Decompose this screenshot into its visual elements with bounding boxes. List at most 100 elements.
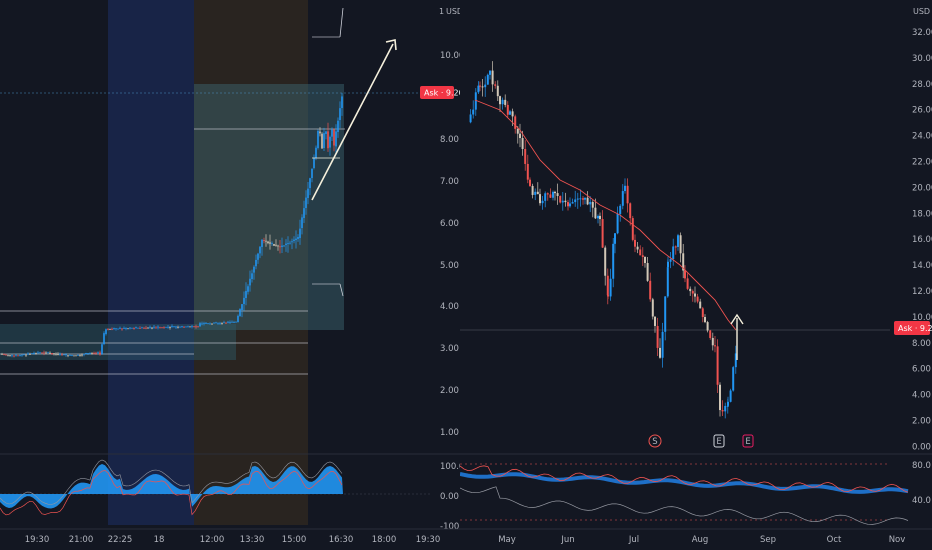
left-candle-body — [175, 326, 177, 328]
left-candle-body — [239, 309, 241, 316]
left-chart-canvas[interactable]: 10.008.007.006.005.004.003.002.001.00Ask… — [0, 0, 460, 550]
left-candle-body — [213, 322, 215, 324]
right-price-tick: 14.00 — [912, 261, 932, 271]
right-candle-body — [516, 128, 519, 134]
right-candle-body — [612, 243, 615, 279]
right-time-tick: May — [498, 535, 516, 545]
right-candle-body — [659, 347, 661, 358]
left-candle-body — [329, 136, 331, 148]
right-candle-body — [564, 200, 567, 203]
left-candle-body — [95, 352, 97, 354]
left-candle-body — [77, 354, 79, 356]
left-candle-body — [15, 354, 17, 356]
right-candle-body — [529, 179, 531, 186]
left-currency-label: USD — [446, 7, 464, 16]
right-candle-body — [721, 410, 724, 412]
left-candle-body — [47, 352, 49, 354]
right-candle-body — [644, 256, 646, 264]
right-candle-body — [674, 246, 677, 248]
left-candle-body — [127, 328, 129, 330]
left-candle-body — [289, 242, 291, 244]
right-candle-body — [691, 291, 694, 294]
right-candle-body — [626, 185, 629, 204]
right-chart-pane[interactable]: 32.00 30.00 28.00 26.00 24.00 22.00 20.00 18.00… — [460, 0, 932, 550]
right-candle-body — [567, 202, 569, 207]
left-price-tick: 4.00 — [440, 302, 459, 312]
right-candle-body — [661, 331, 664, 358]
right-candle-body — [499, 96, 501, 105]
right-projection-arrow-head — [730, 313, 744, 325]
left-candle-body — [49, 352, 51, 354]
left-time-tick: 19:30 — [416, 535, 441, 545]
left-price-scale-top: 1 — [439, 7, 445, 16]
right-chart-canvas[interactable]: 32.00 30.00 28.00 26.00 24.00 22.00 20.00 18.00… — [460, 0, 932, 550]
left-candle-body — [281, 245, 283, 247]
left-candle-body — [229, 321, 231, 323]
left-candle-body — [173, 326, 175, 328]
left-candle-body — [11, 354, 13, 356]
right-candle-body — [474, 92, 477, 110]
left-candle-body — [27, 353, 29, 355]
right-price-tick: 20.00 — [912, 183, 932, 193]
right-ask-badge — [894, 321, 930, 335]
left-candle-body — [187, 326, 189, 328]
left-candle-body — [109, 328, 111, 330]
left-candle-body — [55, 353, 57, 355]
right-candle-body — [519, 133, 521, 139]
left-candle-body — [331, 129, 333, 137]
right-candle-body — [506, 104, 509, 115]
right-price-tick: 10.00 — [912, 313, 932, 323]
left-candle-body — [37, 352, 39, 354]
right-price-tick: 18.00 — [912, 209, 932, 219]
left-candle-body — [105, 329, 107, 334]
left-time-tick: 16:30 — [329, 535, 354, 545]
right-candle-body — [539, 194, 541, 204]
left-price-tick: 7.00 — [440, 177, 459, 187]
right-time-tick: Nov — [889, 535, 906, 545]
left-candle-body — [13, 355, 15, 357]
left-candle-body — [253, 266, 255, 273]
right-candle-body — [576, 198, 579, 200]
left-candle-body — [153, 326, 155, 328]
right-candle-body — [621, 191, 624, 206]
left-candle-body — [303, 208, 305, 218]
event-marker-earnings — [713, 434, 725, 448]
left-osc-tick: 0.00 — [440, 492, 459, 502]
left-candle-body — [17, 355, 19, 357]
left-candle-body — [255, 259, 257, 267]
left-candle-body — [323, 133, 325, 148]
left-candle-body — [271, 243, 273, 244]
left-candle-body — [311, 168, 313, 178]
right-candle-body — [719, 384, 721, 411]
right-candle-body — [604, 247, 607, 276]
left-candle-body — [185, 326, 187, 328]
event-marker-label: E — [716, 437, 721, 447]
left-time-tick: 21:00 — [69, 535, 94, 545]
left-price-tick: 1.00 — [440, 428, 459, 438]
left-candle-body — [39, 352, 41, 354]
left-candle-body — [137, 327, 139, 329]
left-candle-body — [191, 326, 193, 328]
right-candle-body — [569, 203, 571, 207]
left-candle-body — [225, 322, 227, 324]
left-candle-body — [165, 326, 167, 328]
left-candle-body — [119, 327, 121, 329]
left-osc-tick: 100.00 — [440, 462, 460, 472]
right-candle-body — [639, 249, 642, 256]
right-candle-body — [589, 201, 592, 205]
left-time-tick: 12:00 — [200, 535, 225, 545]
left-candle-body — [147, 327, 149, 329]
left-candle-body — [327, 131, 329, 149]
right-candle-body — [684, 270, 686, 279]
left-candle-body — [29, 354, 31, 355]
left-candle-body — [279, 246, 281, 248]
left-candle-body — [43, 352, 45, 354]
left-osc-area — [0, 464, 343, 509]
right-candle-body — [597, 215, 599, 219]
right-candle-body — [536, 191, 539, 195]
left-chart-pane[interactable]: 10.008.007.006.005.004.003.002.001.00Ask… — [0, 0, 464, 550]
left-candle-body — [195, 326, 197, 328]
left-candle-body — [33, 352, 35, 354]
right-candle-body — [672, 246, 675, 260]
left-candle-body — [73, 355, 75, 357]
